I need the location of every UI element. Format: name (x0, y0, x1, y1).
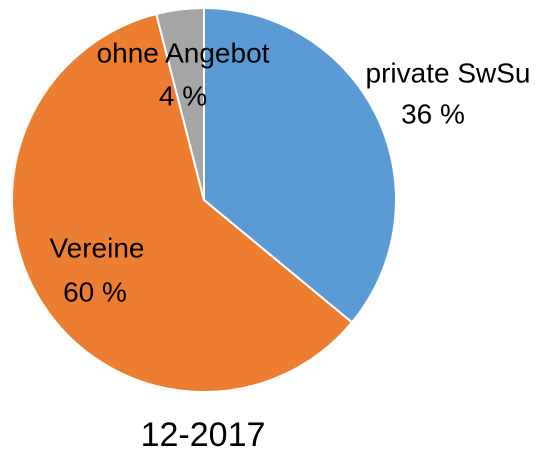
slice-name: Vereine (50, 232, 145, 263)
pie-slice (155, 6, 205, 201)
slice-value: 4 % (159, 80, 207, 111)
pie (11, 6, 397, 393)
pie-slice (11, 12, 354, 393)
slice-name: private SwSu (366, 57, 531, 88)
slice-value: 36 % (401, 98, 465, 129)
slice-name: ohne Angebot (97, 37, 270, 68)
chart-title: 12-2017 (141, 416, 266, 454)
labels: private SwSu 36 % Vereine 60 % ohne Angebot 4… (50, 37, 531, 307)
slice-value: 60 % (63, 276, 127, 307)
pie-slice (203, 6, 397, 324)
